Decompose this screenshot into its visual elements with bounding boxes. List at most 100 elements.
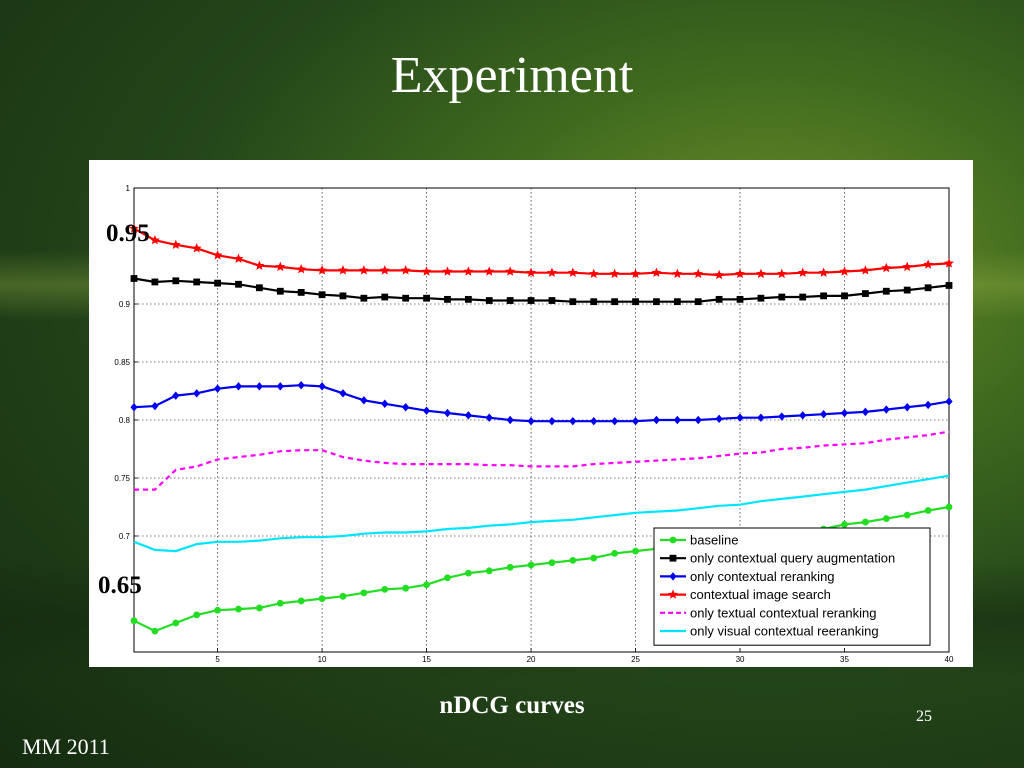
- series-point-only-contextual-query-augmentation: [903, 286, 911, 294]
- series-point-baseline: [882, 515, 890, 522]
- series-point-only-contextual-query-augmentation: [193, 278, 201, 286]
- series-point-only-contextual-reranking: [757, 413, 765, 422]
- callout-high-value: 0.95: [106, 220, 150, 247]
- series-point-baseline: [945, 503, 953, 511]
- chart-panel: 5 10 15 20 25 30 35 40 0.7 0.75 0.8 0.85 0.9 1 baselin…: [89, 160, 973, 667]
- series-point-only-contextual-reranking: [861, 407, 870, 417]
- series-point-only-contextual-query-augmentation: [862, 290, 869, 297]
- legend-label-only-contextual-query-augmentation: only contextual query augmentation: [690, 551, 895, 566]
- series-point-only-contextual-reranking: [548, 416, 556, 426]
- series-point-contextual-image-search: [547, 267, 557, 277]
- series-point-only-contextual-reranking: [485, 413, 493, 422]
- y-tick-label: 0.7: [119, 532, 131, 541]
- series-point-only-contextual-reranking: [213, 384, 222, 393]
- series-point-only-contextual-reranking: [234, 382, 243, 391]
- legend-marker-baseline: [669, 536, 677, 544]
- series-point-only-contextual-query-augmentation: [172, 277, 180, 285]
- series-point-only-contextual-query-augmentation: [423, 294, 430, 302]
- series-point-baseline: [339, 592, 347, 600]
- series-line-contextual-image-search: [133, 227, 950, 277]
- series-point-only-contextual-reranking: [464, 411, 472, 420]
- series-point-baseline: [297, 597, 305, 605]
- series-point-contextual-image-search: [317, 265, 328, 275]
- series-point-only-contextual-query-augmentation: [632, 298, 639, 306]
- legend-marker-contextual-image-search: [668, 589, 678, 599]
- slide-caption: nDCG curves: [439, 692, 585, 719]
- x-tick-label: 30: [736, 655, 745, 664]
- series-point-only-contextual-query-augmentation: [841, 292, 848, 300]
- series-point-only-contextual-reranking: [652, 415, 661, 425]
- series-point-only-contextual-reranking: [924, 400, 932, 410]
- series-line-only-textual-contextual-reranking: [134, 430, 950, 491]
- series-point-only-contextual-reranking: [820, 410, 828, 419]
- series-point-baseline: [235, 605, 242, 613]
- series-point-only-contextual-query-augmentation: [130, 275, 138, 282]
- series-point-only-contextual-query-augmentation: [527, 297, 535, 304]
- series-point-only-contextual-reranking: [276, 382, 284, 391]
- series-point-only-contextual-query-augmentation: [548, 297, 556, 304]
- series-point-only-contextual-reranking: [903, 403, 911, 412]
- series-point-contextual-image-search: [505, 266, 516, 276]
- series-point-contextual-image-search: [630, 268, 641, 279]
- series-point-contextual-image-search: [233, 253, 244, 263]
- series-point-baseline: [444, 574, 451, 582]
- series-point-contextual-image-search: [338, 265, 348, 275]
- series-point-contextual-image-search: [484, 266, 495, 276]
- series-point-contextual-image-search: [944, 258, 954, 268]
- series-point-contextual-image-search: [149, 235, 160, 245]
- series-line-only-visual-contextual-reeranking: [133, 474, 950, 553]
- series-point-contextual-image-search: [755, 268, 766, 279]
- series-point-contextual-image-search: [567, 267, 578, 277]
- series-point-baseline: [611, 550, 619, 557]
- legend-label-baseline: baseline: [690, 533, 738, 548]
- series-point-contextual-image-search: [776, 268, 787, 279]
- series-point-baseline: [360, 589, 368, 597]
- x-tick-label: 10: [318, 655, 327, 664]
- series-point-only-contextual-query-augmentation: [882, 287, 890, 295]
- series-point-only-contextual-reranking: [945, 397, 953, 406]
- series-point-only-contextual-query-augmentation: [611, 298, 619, 306]
- series-point-contextual-image-search: [672, 268, 683, 279]
- legend-box: [653, 527, 931, 646]
- x-tick-label: 5: [215, 655, 220, 664]
- series-point-baseline: [130, 617, 138, 625]
- series-point-only-contextual-query-augmentation: [694, 298, 702, 306]
- series-point-contextual-image-search: [254, 260, 265, 270]
- series-point-only-contextual-query-augmentation: [590, 298, 598, 306]
- series-point-only-contextual-query-augmentation: [255, 284, 263, 292]
- series-point-contextual-image-search: [442, 266, 453, 276]
- x-tick-label: 25: [631, 655, 640, 664]
- series-point-baseline: [506, 563, 514, 571]
- series-point-only-contextual-query-augmentation: [924, 284, 932, 292]
- series-point-baseline: [590, 554, 598, 562]
- series-point-only-contextual-query-augmentation: [235, 280, 242, 288]
- x-tick-label: 40: [945, 655, 954, 664]
- series-point-only-contextual-reranking: [694, 415, 702, 425]
- series-point-contextual-image-search: [860, 265, 871, 275]
- footer-text: MM 2011: [22, 734, 110, 759]
- series-point-contextual-image-search: [463, 266, 474, 276]
- y-tick-label: 0.9: [119, 300, 131, 309]
- series-point-baseline: [485, 567, 493, 575]
- series-point-only-contextual-query-augmentation: [485, 297, 493, 304]
- series-point-only-contextual-query-augmentation: [736, 295, 744, 303]
- series-point-baseline: [255, 604, 263, 612]
- page-number: 25: [916, 708, 932, 725]
- series-point-baseline: [423, 581, 430, 589]
- legend-label-only-visual-contextual-reeranking: only visual contextual reeranking: [690, 624, 879, 639]
- series-point-only-contextual-query-augmentation: [945, 282, 953, 289]
- series-point-contextual-image-search: [609, 268, 620, 279]
- series-point-baseline: [924, 507, 932, 514]
- legend-marker-only-contextual-query-augmentation: [669, 554, 677, 562]
- callout-low-value: 0.65: [98, 572, 142, 599]
- series-point-baseline: [276, 599, 284, 607]
- series-point-only-contextual-query-augmentation: [402, 294, 410, 302]
- series-point-only-contextual-reranking: [172, 391, 180, 400]
- series-point-baseline: [903, 511, 911, 519]
- series-point-contextual-image-search: [191, 243, 202, 253]
- series-point-contextual-image-search: [212, 250, 223, 260]
- series-point-only-contextual-query-augmentation: [381, 293, 389, 301]
- series-point-only-contextual-reranking: [360, 396, 368, 405]
- legend-label-contextual-image-search: contextual image search: [690, 587, 831, 602]
- series-point-only-contextual-reranking: [402, 403, 410, 412]
